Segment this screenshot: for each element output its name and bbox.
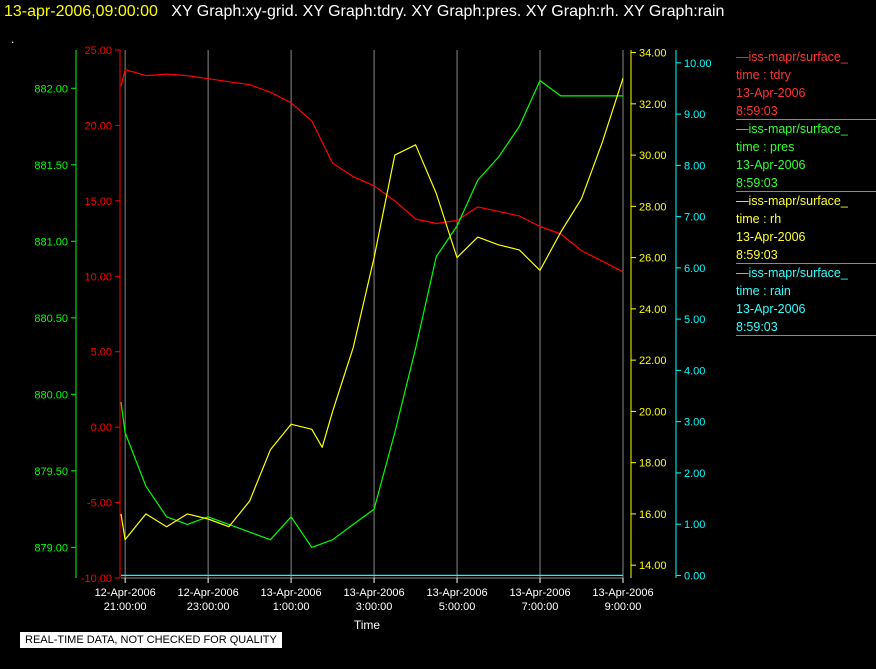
y-tick-label-rh: 26.00 [639, 253, 667, 265]
y-tick-label-rain: 0.00 [684, 570, 705, 582]
x-tick-label-date: 12-Apr-2006 [95, 587, 156, 599]
y-tick-label-rh: 16.00 [639, 509, 667, 521]
legend-series-name: —iss-mapr/surface_ [736, 122, 848, 136]
y-tick-label-rh: 34.00 [639, 48, 667, 60]
legend-series-time: 8:59:03 [736, 176, 778, 190]
y-tick-label-rain: 7.00 [684, 212, 705, 224]
legend-series-date: 13-Apr-2006 [736, 302, 806, 316]
y-tick-label-rh: 18.00 [639, 458, 667, 470]
title-bar: 13-apr-2006,09:00:00 XY Graph:xy-grid. X… [4, 3, 724, 21]
y-tick-label-rh: 30.00 [639, 150, 667, 162]
y-tick-label-rain: 2.00 [684, 468, 705, 480]
quality-note: REAL-TIME DATA, NOT CHECKED FOR QUALITY [19, 631, 283, 649]
x-tick-label-date: 13-Apr-2006 [509, 587, 570, 599]
y-tick-label-rh: 22.00 [639, 355, 667, 367]
y-tick-label-tdry: 10.00 [84, 271, 112, 283]
y-tick-label-rain: 4.00 [684, 365, 705, 377]
y-tick-label-rain: 3.00 [684, 417, 705, 429]
legend-series-time: 8:59:03 [736, 320, 778, 334]
x-tick-label-time: 23:00:00 [187, 601, 230, 613]
y-tick-label-pres: 882.00 [34, 83, 68, 95]
title-timestamp: 13-apr-2006,09:00:00 [4, 3, 158, 20]
x-tick-label-date: 13-Apr-2006 [592, 587, 653, 599]
legend-separator [736, 263, 876, 264]
title-graph-list: XY Graph:xy-grid. XY Graph:tdry. XY Grap… [171, 3, 725, 20]
y-tick-label-rain: 8.00 [684, 160, 705, 172]
x-tick-label-time: 7:00:00 [522, 601, 559, 613]
legend-entry-pres: —iss-mapr/surface_ time : pres 13-Apr-20… [736, 120, 876, 192]
x-tick-label-date: 13-Apr-2006 [343, 587, 404, 599]
legend-series-var: time : rain [736, 284, 791, 298]
x-tick-label-time: 5:00:00 [439, 601, 476, 613]
y-tick-label-rain: 10.00 [684, 58, 712, 70]
series-line-pres [120, 79, 623, 549]
legend-series-name: —iss-mapr/surface_ [736, 194, 848, 208]
y-tick-label-rain: 6.00 [684, 263, 705, 275]
y-tick-label-tdry: 5.00 [91, 347, 112, 359]
legend-separator [736, 119, 876, 120]
legend-series-date: 13-Apr-2006 [736, 158, 806, 172]
legend-series-name: —iss-mapr/surface_ [736, 266, 848, 280]
y-tick-label-tdry: 15.00 [84, 196, 112, 208]
legend-entry-rain: —iss-mapr/surface_ time : rain 13-Apr-20… [736, 264, 876, 336]
x-axis-label: Time [354, 618, 381, 632]
y-tick-label-pres: 880.00 [34, 389, 68, 401]
y-tick-label-rain: 5.00 [684, 314, 705, 326]
legend-series-var: time : tdry [736, 68, 791, 82]
legend-series-name: —iss-mapr/surface_ [736, 50, 848, 64]
legend-series-var: time : rh [736, 212, 782, 226]
x-tick-label-time: 9:00:00 [605, 601, 642, 613]
legend-series-time: 8:59:03 [736, 248, 778, 262]
y-tick-label-rh: 14.00 [639, 560, 667, 572]
y-tick-label-rh: 32.00 [639, 99, 667, 111]
x-tick-label-time: 1:00:00 [273, 601, 310, 613]
y-tick-label-pres: 880.50 [34, 313, 68, 325]
legend-series-date: 13-Apr-2006 [736, 86, 806, 100]
legend-series-time: 8:59:03 [736, 104, 778, 118]
legend-series-var: time : pres [736, 140, 795, 154]
y-tick-label-rain: 9.00 [684, 109, 705, 121]
y-tick-label-tdry: -5.00 [87, 498, 112, 510]
series-line-tdry [120, 68, 624, 273]
y-tick-label-pres: 879.00 [34, 542, 68, 554]
y-tick-label-tdry: -10.00 [81, 573, 112, 585]
y-tick-label-tdry: 25.00 [84, 45, 112, 57]
legend-separator [736, 335, 876, 336]
x-tick-label-time: 21:00:00 [104, 601, 147, 613]
y-tick-label-rh: 20.00 [639, 406, 667, 418]
y-tick-label-pres: 879.50 [34, 466, 68, 478]
x-tick-label-date: 13-Apr-2006 [426, 587, 487, 599]
y-tick-label-pres: 881.50 [34, 160, 68, 172]
status-dot: . [11, 32, 15, 46]
y-tick-label-rh: 24.00 [639, 304, 667, 316]
y-tick-label-pres: 881.00 [34, 236, 68, 248]
legend-series-date: 13-Apr-2006 [736, 230, 806, 244]
y-tick-label-rh: 28.00 [639, 201, 667, 213]
legend-entry-rh: —iss-mapr/surface_ time : rh 13-Apr-2006… [736, 192, 876, 264]
y-tick-label-tdry: 0.00 [91, 422, 112, 434]
x-tick-label-date: 13-Apr-2006 [261, 587, 322, 599]
series-line-rh [120, 78, 624, 541]
x-tick-label-date: 12-Apr-2006 [178, 587, 239, 599]
y-tick-label-rain: 1.00 [684, 519, 705, 531]
legend: —iss-mapr/surface_ time : tdry 13-Apr-20… [736, 48, 876, 336]
y-tick-label-tdry: 20.00 [84, 120, 112, 132]
x-tick-label-time: 3:00:00 [356, 601, 393, 613]
legend-separator [736, 191, 876, 192]
legend-entry-tdry: —iss-mapr/surface_ time : tdry 13-Apr-20… [736, 48, 876, 120]
